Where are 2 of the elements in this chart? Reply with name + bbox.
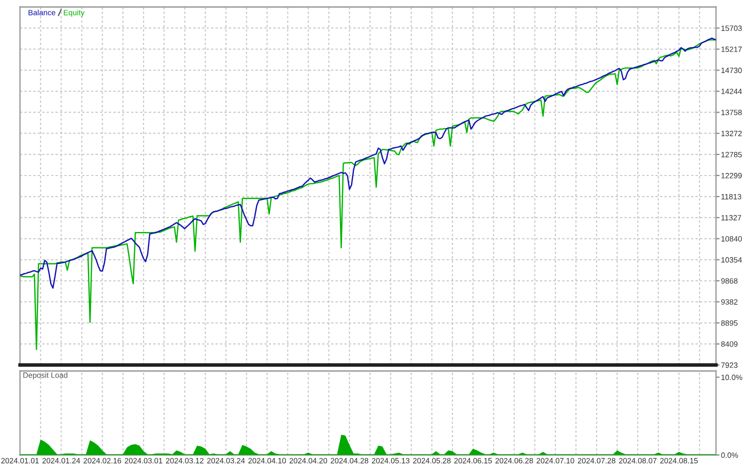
line-series [20,39,716,350]
line-series [20,38,716,289]
